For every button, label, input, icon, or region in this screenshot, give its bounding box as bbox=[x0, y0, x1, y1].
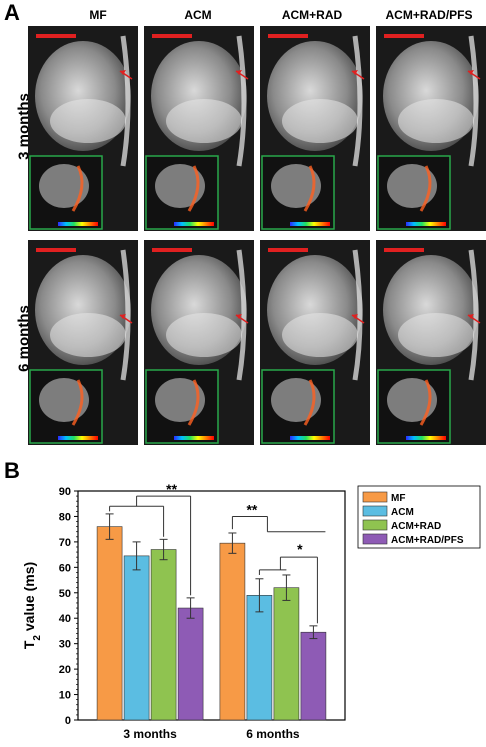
legend-label: MF bbox=[391, 493, 405, 504]
bar-mf-0 bbox=[96, 526, 123, 721]
panel-b-letter: B bbox=[4, 458, 20, 483]
mri-image-3-0 bbox=[376, 26, 486, 231]
colorbar bbox=[290, 436, 330, 440]
scale-bar bbox=[384, 248, 424, 252]
colorbar bbox=[58, 436, 98, 440]
significance-label: ** bbox=[246, 501, 257, 517]
legend-swatch bbox=[362, 505, 388, 517]
scale-bar bbox=[152, 248, 192, 252]
colorbar bbox=[174, 222, 214, 226]
scale-bar bbox=[268, 248, 308, 252]
y-tick-label: 40 bbox=[59, 613, 71, 625]
bar-acm-0 bbox=[123, 555, 150, 721]
y-tick-label: 20 bbox=[59, 664, 71, 676]
column-title-acm-rad-pfs: ACM+RAD/PFS bbox=[385, 8, 473, 22]
mri-image-2-1 bbox=[260, 240, 370, 445]
legend-label: ACM+RAD/PFS bbox=[391, 535, 464, 546]
scale-bar bbox=[384, 34, 424, 38]
colorbar bbox=[174, 436, 214, 440]
panel-a-letter: A bbox=[4, 0, 20, 25]
scale-bar bbox=[268, 34, 308, 38]
column-title-acm: ACM bbox=[184, 8, 212, 22]
colorbar bbox=[290, 222, 330, 226]
mri-image-3-1 bbox=[376, 240, 486, 445]
legend: MF ACM ACM+RAD ACM+RAD/PFS bbox=[357, 485, 481, 549]
mri-image-0-0 bbox=[28, 26, 138, 231]
bar-acm-1 bbox=[246, 595, 273, 721]
mri-image-0-1 bbox=[28, 240, 138, 445]
legend-swatch bbox=[362, 533, 388, 545]
legend-swatch bbox=[362, 519, 388, 531]
plot-frame bbox=[77, 490, 346, 721]
column-title-mf: MF bbox=[89, 8, 107, 22]
bar-acm-rad-pfs-1 bbox=[300, 631, 327, 721]
colorbar bbox=[406, 222, 446, 226]
mri-image-1-1 bbox=[144, 240, 254, 445]
legend-label: ACM bbox=[391, 507, 414, 518]
y-tick-label: 10 bbox=[59, 690, 71, 702]
significance-label: * bbox=[297, 541, 303, 557]
y-tick-label: 90 bbox=[59, 486, 71, 498]
y-tick-label: 30 bbox=[59, 639, 71, 651]
scale-bar bbox=[152, 34, 192, 38]
x-category-label: 6 months bbox=[246, 727, 300, 741]
scale-bar bbox=[36, 248, 76, 252]
x-category-label: 3 months bbox=[123, 727, 177, 741]
scale-bar bbox=[36, 34, 76, 38]
legend-label: ACM+RAD bbox=[391, 521, 441, 532]
bar-acm-rad-pfs-0 bbox=[177, 607, 204, 721]
bar-mf-1 bbox=[219, 542, 246, 721]
y-tick-label: 0 bbox=[65, 715, 71, 727]
mri-image-1-0 bbox=[144, 26, 254, 231]
y-tick-label: 60 bbox=[59, 562, 71, 574]
significance-label: ** bbox=[166, 481, 177, 497]
y-tick-label: 70 bbox=[59, 537, 71, 549]
y-axis-label: T2 value (ms) bbox=[21, 562, 43, 649]
bar-acm-rad-1 bbox=[273, 587, 300, 721]
y-tick-label: 50 bbox=[59, 588, 71, 600]
colorbar bbox=[406, 436, 446, 440]
bar-acm-rad-0 bbox=[150, 549, 177, 721]
legend-swatch bbox=[362, 491, 388, 503]
mri-image-2-0 bbox=[260, 26, 370, 231]
y-tick-label: 80 bbox=[59, 511, 71, 523]
column-title-acm-rad: ACM+RAD bbox=[281, 8, 343, 22]
t2-bar-chart: 0 10 20 30 40 50 60 70 80 90 T2 value (ms) 3 months… bbox=[0, 458, 486, 742]
colorbar bbox=[58, 222, 98, 226]
